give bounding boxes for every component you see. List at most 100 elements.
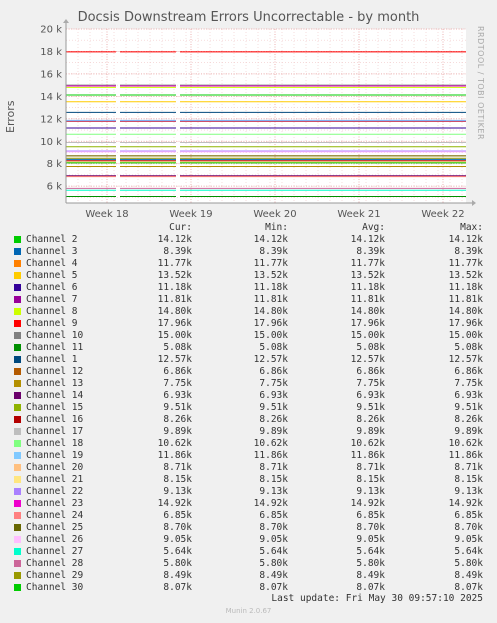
legend-row: Channel 18 10.62k 10.62k 10.62k 10.62k (0, 438, 497, 450)
legend-series-name: Channel 24 (26, 510, 84, 521)
legend-cur-value: 13.52k (157, 270, 192, 281)
legend-swatch (14, 500, 21, 507)
legend-max-value: 14.12k (448, 234, 483, 245)
legend-avg-value: 6.93k (356, 390, 385, 401)
legend-min-value: 14.12k (253, 234, 288, 245)
legend-swatch (14, 272, 21, 279)
legend-avg-value: 9.13k (356, 486, 385, 497)
y-tick-label: 12 k (40, 114, 62, 125)
legend-swatch (14, 452, 21, 459)
legend-avg-value: 8.39k (356, 246, 385, 257)
legend-series-name: Channel 30 (26, 582, 84, 593)
legend-series-name: Channel 20 (26, 462, 84, 473)
legend-swatch (14, 236, 21, 243)
legend-max-value: 8.71k (454, 462, 483, 473)
legend-row: Channel 21 8.15k 8.15k 8.15k 8.15k (0, 474, 497, 486)
legend-cur-value: 11.86k (157, 450, 192, 461)
legend-max-value: 12.57k (448, 354, 483, 365)
legend-avg-value: 9.89k (356, 426, 385, 437)
legend-cur-value: 5.64k (163, 546, 192, 557)
legend-min-value: 8.49k (259, 570, 288, 581)
legend-swatch (14, 416, 21, 423)
legend-avg-value: 6.86k (356, 366, 385, 377)
legend-row: Channel 26 9.05k 9.05k 9.05k 9.05k (0, 534, 497, 546)
legend-max-value: 14.80k (448, 306, 483, 317)
legend-column-header: Max: (460, 222, 483, 233)
legend-cur-value: 8.26k (163, 414, 192, 425)
legend-cur-value: 12.57k (157, 354, 192, 365)
legend-series-name: Channel 6 (26, 282, 78, 293)
legend-row: Channel 3 8.39k 8.39k 8.39k 8.39k (0, 246, 497, 258)
legend-row: Channel 4 11.77k 11.77k 11.77k 11.77k (0, 258, 497, 270)
legend-cur-value: 14.80k (157, 306, 192, 317)
legend-series-name: Channel 2 (26, 234, 78, 245)
legend-avg-value: 11.77k (350, 258, 385, 269)
legend-swatch (14, 488, 21, 495)
legend-avg-value: 17.96k (350, 318, 385, 329)
legend-avg-value: 8.71k (356, 462, 385, 473)
legend-row: Channel 16 8.26k 8.26k 8.26k 8.26k (0, 414, 497, 426)
legend-cur-value: 9.51k (163, 402, 192, 413)
legend-min-value: 9.13k (259, 486, 288, 497)
legend-min-value: 9.51k (259, 402, 288, 413)
legend-series-name: Channel 27 (26, 546, 84, 557)
legend-row: Channel 28 5.80k 5.80k 5.80k 5.80k (0, 558, 497, 570)
legend-swatch (14, 260, 21, 267)
legend-swatch (14, 320, 21, 327)
legend-min-value: 9.89k (259, 426, 288, 437)
legend-row: Channel 10 15.00k 15.00k 15.00k 15.00k (0, 330, 497, 342)
legend-cur-value: 9.89k (163, 426, 192, 437)
legend-min-value: 17.96k (253, 318, 288, 329)
legend-max-value: 9.89k (454, 426, 483, 437)
x-tick-label: Week 21 (337, 209, 380, 220)
legend-row: Channel 30 8.07k 8.07k 8.07k 8.07k (0, 582, 497, 594)
legend-cur-value: 7.75k (163, 378, 192, 389)
y-tick-label: 16 k (40, 69, 62, 80)
legend-swatch (14, 440, 21, 447)
legend-avg-value: 14.92k (350, 498, 385, 509)
legend-series-name: Channel 16 (26, 414, 84, 425)
legend-series-name: Channel 18 (26, 438, 84, 449)
legend-row: Channel 29 8.49k 8.49k 8.49k 8.49k (0, 570, 497, 582)
legend-min-value: 8.26k (259, 414, 288, 425)
legend-min-value: 5.64k (259, 546, 288, 557)
legend-cur-value: 11.18k (157, 282, 192, 293)
legend-cur-value: 8.39k (163, 246, 192, 257)
legend-min-value: 12.57k (253, 354, 288, 365)
legend-row: Channel 20 8.71k 8.71k 8.71k 8.71k (0, 462, 497, 474)
legend-avg-value: 9.51k (356, 402, 385, 413)
legend-cur-value: 8.15k (163, 474, 192, 485)
legend-min-value: 15.00k (253, 330, 288, 341)
y-tick-label: 20 k (40, 25, 62, 36)
legend-min-value: 7.75k (259, 378, 288, 389)
legend-row: Channel 5 13.52k 13.52k 13.52k 13.52k (0, 270, 497, 282)
legend-min-value: 5.80k (259, 558, 288, 569)
legend-max-value: 8.26k (454, 414, 483, 425)
legend-series-name: Channel 11 (26, 342, 84, 353)
legend-min-value: 6.85k (259, 510, 288, 521)
legend-swatch (14, 380, 21, 387)
legend-row: Channel 15 9.51k 9.51k 9.51k 9.51k (0, 402, 497, 414)
legend-min-value: 11.81k (253, 294, 288, 305)
legend-swatch (14, 428, 21, 435)
legend-cur-value: 5.80k (163, 558, 192, 569)
legend-cur-value: 8.07k (163, 582, 192, 593)
legend-max-value: 5.64k (454, 546, 483, 557)
legend-series-name: Channel 19 (26, 450, 84, 461)
legend-swatch (14, 548, 21, 555)
legend-swatch (14, 572, 21, 579)
legend-series-name: Channel 26 (26, 534, 84, 545)
legend-cur-value: 15.00k (157, 330, 192, 341)
legend-avg-value: 11.18k (350, 282, 385, 293)
legend-column-header: Cur: (169, 222, 192, 233)
legend-avg-value: 8.07k (356, 582, 385, 593)
chart-title: Docsis Downstream Errors Uncorrectable -… (77, 10, 420, 25)
legend-series-name: Channel 23 (26, 498, 84, 509)
legend-swatch (14, 524, 21, 531)
legend-min-value: 8.71k (259, 462, 288, 473)
y-tick-label: 6 k (47, 182, 63, 193)
last-update: Last update: Fri May 30 09:57:10 2025 (271, 593, 483, 604)
legend-avg-value: 5.80k (356, 558, 385, 569)
legend-avg-value: 8.70k (356, 522, 385, 533)
legend-max-value: 6.86k (454, 366, 483, 377)
